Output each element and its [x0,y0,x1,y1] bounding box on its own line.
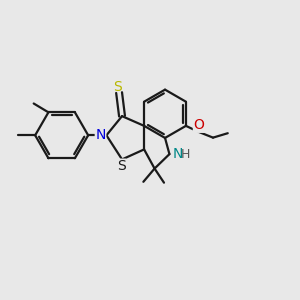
Text: S: S [117,159,126,173]
Text: N: N [172,147,183,161]
Text: S: S [113,80,122,94]
Text: O: O [194,118,204,132]
Text: N: N [95,128,106,142]
Text: H: H [181,148,190,160]
